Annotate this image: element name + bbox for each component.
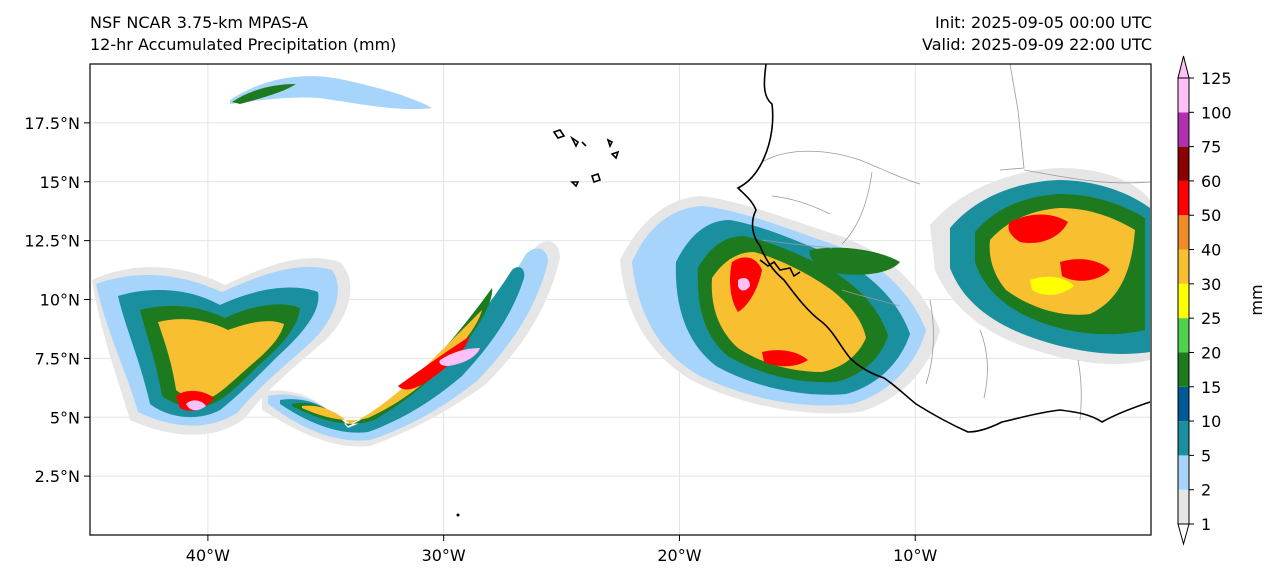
precip-area-central-50mm: [398, 336, 470, 390]
colorbar-tick-label: 125: [1201, 69, 1232, 88]
colorbar-tick-label: 75: [1201, 138, 1221, 157]
coastlines: [552, 64, 1151, 433]
precip-area-fareast-50mm: [1008, 214, 1068, 244]
init-time: Init: 2025-09-05 00:00 UTC: [934, 13, 1152, 32]
colorbar-tick-label: 30: [1201, 275, 1221, 294]
figure-title-right: Init: 2025-09-05 00:00 UTC Valid: 2025-0…: [922, 12, 1152, 56]
colorbar-segment: [1178, 352, 1189, 387]
colorbar-tick-label: 100: [1201, 103, 1232, 122]
lat-tick-label: 10°N: [40, 291, 80, 310]
precip-area-west-30mm: [158, 319, 284, 398]
colorbar-tick-label: 60: [1201, 172, 1221, 191]
colorbar-unit-label: mm: [1247, 284, 1266, 315]
bijagos-archipelago: [759, 259, 801, 278]
colorbar-tick-label: 2: [1201, 481, 1211, 500]
precip-area-east-50mm-b: [762, 350, 808, 367]
colorbar-tick-label: 20: [1201, 343, 1221, 362]
colorbar-segment: [1178, 283, 1189, 319]
country-borders: [761, 64, 1151, 421]
colorbar-tick-label: 10: [1201, 412, 1221, 431]
colorbar-extend-min: [1177, 523, 1190, 546]
valid-time: Valid: 2025-09-09 22:00 UTC: [921, 35, 1152, 54]
colorbar-tick-label: 1: [1201, 515, 1211, 534]
colorbar-outline: [1177, 77, 1190, 525]
lon-tick-label: 20°W: [657, 546, 701, 565]
precip-area-fareast-yellow: [1030, 276, 1074, 295]
colorbar-segment: [1178, 112, 1189, 147]
latitude-axis: 2.5°N 5°N 7.5°N 10°N 12.5°N 15°N 17.5°N: [24, 114, 90, 486]
colorbar-segment: [1178, 146, 1189, 181]
precip-area-central-30mm: [302, 310, 482, 424]
lat-tick-label: 15°N: [40, 173, 80, 192]
lat-tick-label: 5°N: [50, 408, 80, 427]
colorbar-segment: [1178, 421, 1189, 456]
colorbar-segment: [1178, 215, 1189, 250]
colorbar-tick-label: 50: [1201, 206, 1221, 225]
lat-tick-label: 2.5°N: [35, 467, 80, 486]
colorbar-tick-label: 40: [1201, 241, 1221, 260]
colorbar-segment: [1178, 249, 1189, 284]
colorbar-segment: [1178, 386, 1189, 422]
precip-area-east-coastal-15mm: [809, 247, 900, 275]
precip-area-east-100mm: [738, 278, 750, 291]
precip-area-northwest-15mm: [232, 84, 296, 104]
lon-tick-label: 30°W: [422, 546, 466, 565]
lon-tick-label: 40°W: [186, 546, 230, 565]
precipitation-field: [92, 64, 1151, 517]
colorbar-tick-label: 25: [1201, 309, 1221, 328]
colorbar-segment: [1178, 318, 1189, 353]
lat-tick-label: 7.5°N: [35, 349, 80, 368]
figure-title-left: NSF NCAR 3.75-km MPAS-A 12-hr Accumulate…: [90, 12, 396, 56]
lon-tick-label: 10°W: [893, 546, 937, 565]
colorbar-extend-max: [1177, 55, 1190, 79]
colorbar-segment: [1178, 455, 1189, 490]
colorbar-tick-label: 5: [1201, 446, 1211, 465]
small-island-marker: [456, 513, 460, 517]
lat-tick-label: 17.5°N: [24, 114, 80, 133]
precip-area-central-100mm: [439, 348, 480, 366]
colorbar-segment: [1178, 489, 1189, 524]
colorbar-segment: [1178, 180, 1189, 216]
lat-tick-label: 12.5°N: [24, 232, 80, 251]
precip-area-west-100mm: [186, 400, 206, 411]
model-name: NSF NCAR 3.75-km MPAS-A: [90, 13, 308, 32]
precip-area-northwest-2mm: [230, 76, 432, 110]
precip-area-fareast-50mm-b: [1060, 259, 1110, 281]
longitude-axis: 40°W 30°W 20°W 10°W: [186, 535, 937, 565]
colorbar-tick-label: 15: [1201, 378, 1221, 397]
product-name: 12-hr Accumulated Precipitation (mm): [90, 35, 397, 54]
colorbar-segment: [1178, 78, 1189, 113]
cape-verde-islands: [552, 129, 620, 188]
